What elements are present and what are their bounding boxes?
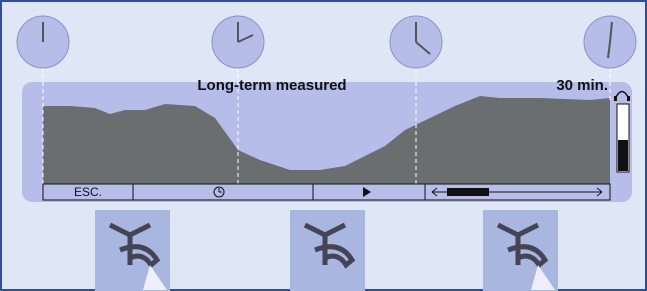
clock xyxy=(17,16,69,68)
slider-thumb[interactable] xyxy=(447,188,489,196)
headphone-icon xyxy=(614,96,617,101)
timer-button[interactable] xyxy=(133,184,313,200)
faucet-image xyxy=(95,210,170,291)
faucet-image xyxy=(290,210,365,291)
duration: 30 min. xyxy=(556,77,608,94)
title: Long-term measured xyxy=(197,77,346,94)
clock xyxy=(390,16,442,68)
faucet-image xyxy=(483,210,558,291)
level-fill xyxy=(618,140,628,171)
clock xyxy=(584,16,636,68)
faucets xyxy=(95,210,558,291)
esc-label: ESC. xyxy=(74,185,102,199)
screen: Long-term measured 30 min. ESC. xyxy=(0,0,647,291)
clock xyxy=(212,16,264,68)
headphone-icon xyxy=(627,96,630,101)
